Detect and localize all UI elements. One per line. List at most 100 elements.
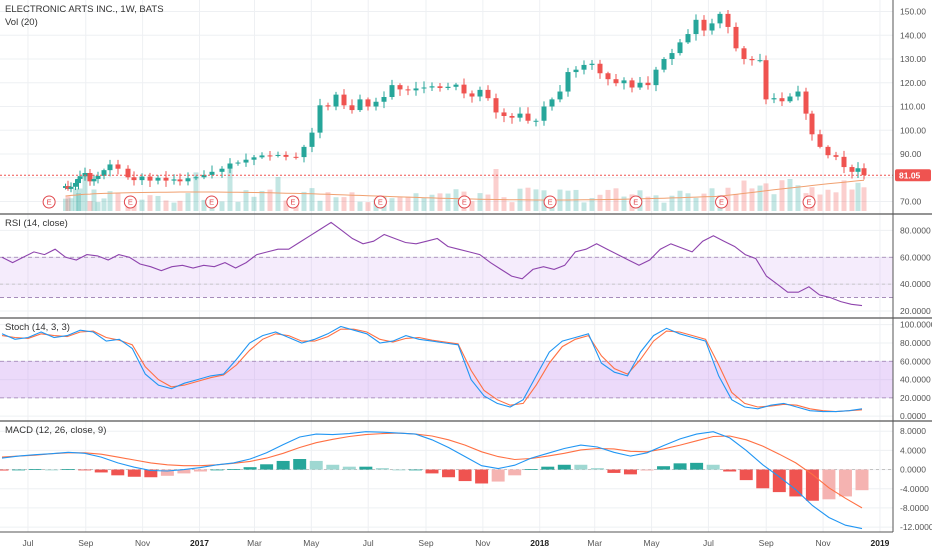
candle-body (77, 176, 83, 179)
earnings-marker-circle (802, 195, 816, 209)
earnings-marker-label: E (290, 198, 295, 207)
candle-body (91, 178, 97, 182)
volume-bar (749, 188, 755, 211)
earnings-marker-circle (457, 195, 471, 209)
earnings-marker[interactable]: E (373, 195, 387, 209)
x-tick-label: 2017 (190, 538, 209, 548)
candle-body (787, 96, 793, 102)
earnings-marker-label: E (378, 198, 383, 207)
volume-bar (65, 196, 71, 211)
volume-bar (661, 202, 667, 211)
volume-bar (95, 202, 101, 211)
candle-body (565, 72, 571, 92)
x-tick-label: May (303, 538, 320, 548)
earnings-marker[interactable]: E (286, 195, 300, 209)
candle-body (637, 82, 643, 88)
candle-body (485, 89, 491, 99)
candle-body (309, 132, 315, 147)
candle-body (389, 85, 395, 97)
macd-histogram-bar (227, 469, 241, 470)
volume-bar (413, 193, 419, 211)
earnings-marker[interactable]: E (42, 195, 56, 209)
macd-histogram-bar (425, 469, 439, 474)
volume-bar (77, 188, 83, 211)
macd-histogram-bar (260, 464, 274, 470)
earnings-marker[interactable]: E (543, 195, 557, 209)
candle-body (771, 98, 777, 100)
volume-bar (861, 187, 867, 211)
price-scale[interactable]: 70.0080.0090.00100.00110.00120.00130.001… (895, 7, 932, 533)
candle-body (193, 177, 199, 179)
volume-ma-line (65, 179, 865, 201)
volume-bar (669, 195, 675, 211)
macd-histogram-bar (574, 464, 588, 470)
candle-body (573, 69, 579, 73)
volume-bar (101, 198, 107, 211)
candle-body (477, 89, 483, 97)
volume-bar (68, 198, 74, 211)
macd-histogram-bar (739, 469, 753, 481)
earnings-marker[interactable]: E (457, 195, 471, 209)
candle-body (125, 168, 131, 178)
volume-bars (63, 169, 867, 211)
candle-body (581, 64, 587, 70)
macd-histogram-bar (375, 468, 389, 470)
macd-y-tick-label: 0.0000 (900, 465, 926, 475)
volume-bar (701, 193, 707, 211)
rsi-band (0, 257, 893, 298)
volume-bar (817, 194, 823, 211)
x-tick-label: Nov (135, 538, 151, 548)
earnings-marker[interactable]: E (205, 195, 219, 209)
last-price-text: 81.05 (899, 170, 921, 180)
macd-histogram-bar (160, 469, 174, 476)
volume-bar (709, 188, 715, 211)
macd-histogram-bar (0, 469, 9, 471)
candle-body (357, 99, 363, 111)
volume-bar (235, 201, 241, 211)
candle-body (107, 164, 113, 171)
volume-bar (501, 197, 507, 211)
earnings-marker[interactable]: E (715, 195, 729, 209)
macd-histogram-bar (28, 469, 42, 470)
last-price-tag: 81.05 (895, 169, 931, 182)
candle-body (341, 94, 347, 106)
volume-label: Vol (20) (5, 17, 38, 28)
earnings-marker[interactable]: E (629, 195, 643, 209)
price-y-tick-label: 130.00 (900, 54, 926, 64)
earnings-marker-label: E (209, 198, 214, 207)
candle-body (795, 91, 801, 97)
candle-body (131, 177, 137, 181)
candle-body (677, 42, 683, 54)
candle-body (65, 186, 71, 189)
macd-histogram-bar (458, 469, 472, 482)
volume-bar (469, 201, 475, 211)
macd-histogram-bar (111, 469, 125, 476)
rsi-y-tick-label: 20.0000 (900, 306, 931, 316)
stoch-y-tick-label: 0.0000 (900, 411, 926, 421)
candle-body (861, 168, 867, 176)
candle-body (76, 178, 81, 183)
candle-body (185, 178, 191, 182)
x-tick-label: Jul (363, 538, 374, 548)
volume-bar (421, 198, 427, 211)
earnings-marker[interactable]: E (802, 195, 816, 209)
x-tick-label: 2018 (530, 538, 549, 548)
earnings-marker-label: E (128, 198, 133, 207)
volume-bar (317, 200, 323, 211)
candle-body (469, 93, 475, 97)
earnings-marker[interactable]: E (123, 195, 137, 209)
macd-histogram-bar (309, 460, 323, 470)
volume-bar (771, 194, 777, 211)
candle-body (115, 164, 121, 169)
volume-bar (115, 192, 121, 211)
volume-bar (73, 188, 78, 211)
candle-body (509, 116, 515, 118)
macd-histogram-bar (590, 468, 604, 470)
time-scale[interactable]: Jul Sep Nov 2017 Mar May Jul Sep Nov 2018 Mar May Ju… (23, 538, 890, 548)
candle-body (283, 154, 289, 157)
candle-body (741, 48, 747, 59)
macd-histogram-bar (524, 469, 538, 470)
candle-body (717, 13, 723, 24)
macd-histogram-bar (276, 460, 290, 470)
